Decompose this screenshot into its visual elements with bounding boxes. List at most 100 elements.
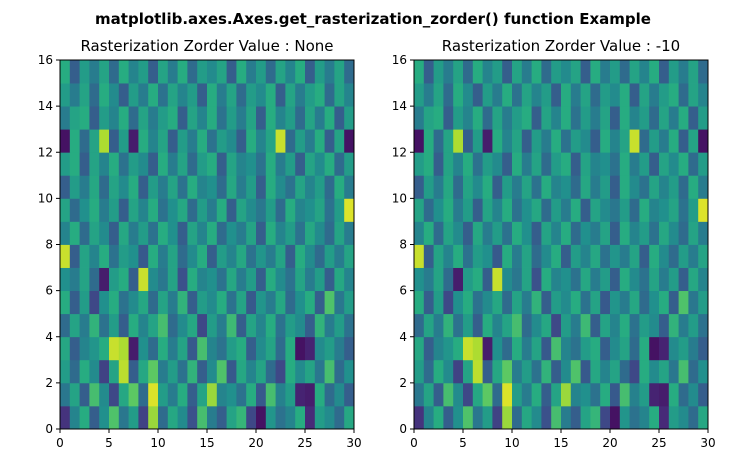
heatmap-cell [197,313,208,338]
heatmap-cell [138,267,149,292]
heatmap-cell [580,244,591,268]
heatmap-cell [659,60,670,84]
heatmap-cell [551,198,562,222]
heatmap-cell [649,267,660,292]
heatmap-cell [265,221,276,245]
heatmap-cell [492,244,503,268]
heatmap-cell [590,198,601,222]
heatmap-cell [443,244,454,268]
heatmap-cell [521,175,532,199]
heatmap-cell [482,313,493,338]
heatmap-cell [619,83,630,107]
heatmap-cells [414,60,709,430]
heatmap-cell [698,267,709,292]
heatmap-cell [433,336,444,361]
heatmap-cell [629,129,640,153]
heatmap-cell [541,83,552,107]
heatmap-cell [69,129,80,153]
heatmap-cell [482,129,493,153]
heatmap-cell [453,129,464,153]
heatmap-cell [443,83,454,107]
heatmap-cell [187,359,198,384]
heatmap-cell [502,359,513,384]
heatmap-cell [69,106,80,130]
heatmap-cell [177,83,188,107]
heatmap-cell [265,60,276,84]
heatmap-cell [659,198,670,222]
y-tick-label: 10 [38,191,53,205]
x-tick-label: 0 [56,436,64,450]
heatmap-cell [629,336,640,361]
heatmap-cell [688,83,699,107]
heatmap-cell [60,244,71,268]
heatmap-cell [433,244,444,268]
heatmap-cell [561,221,572,245]
heatmap-cell [236,129,247,153]
heatmap-cell [79,60,90,84]
heatmap-cell [414,267,425,292]
heatmap-cell [610,267,621,292]
heatmap-cell [89,129,100,153]
heatmap-cell [89,83,100,107]
heatmap-cell [482,175,493,199]
heatmap-cell [414,129,425,153]
heatmap-cell [207,83,218,107]
heatmap-cell [463,382,474,407]
heatmap-cell [89,198,100,222]
heatmap-cell [688,336,699,361]
heatmap-cell [207,336,218,361]
heatmap-cell [236,244,247,268]
heatmap-cell [580,175,591,199]
heatmap-cell [482,359,493,384]
heatmap-cell [265,336,276,361]
heatmap-cell [678,152,689,176]
heatmap-cell [688,221,699,245]
heatmap-cell [60,198,71,222]
heatmap-cell [639,83,650,107]
x-tick-label: 5 [459,436,467,450]
heatmap-cell [118,152,129,176]
heatmap-cell [69,382,80,407]
heatmap-cell [314,336,325,361]
heatmap-cell [275,336,286,361]
heatmap-cell [512,60,523,84]
heatmap-cell [295,175,306,199]
heatmap-cell [443,382,454,407]
heatmap-cell [678,359,689,384]
heatmap-cell [295,198,306,222]
heatmap-cell [138,83,149,107]
heatmap-cell [197,267,208,292]
heatmap-cell [414,83,425,107]
heatmap-cell [148,221,159,245]
heatmap-cell [590,267,601,292]
heatmap-cell [167,290,178,315]
heatmap-cell [531,382,542,407]
heatmap-cell [629,106,640,130]
heatmap-cell [639,290,650,315]
heatmap-cell [551,267,562,292]
heatmap-cell [463,313,474,338]
heatmap-cell [423,267,434,292]
heatmap-cell [639,313,650,338]
heatmap-cell [324,359,335,384]
heatmap-cell [275,359,286,384]
heatmap-cell [99,83,110,107]
heatmap-cell [158,267,169,292]
heatmap-cell [60,60,71,84]
heatmap-cell [443,198,454,222]
heatmap-cell [472,60,483,84]
heatmap-cell [295,267,306,292]
heatmap-cell [285,152,296,176]
heatmap-cell [423,336,434,361]
heatmap-cell [216,313,227,338]
heatmap-cell [236,359,247,384]
x-tick-label: 0 [410,436,418,450]
heatmap-cell [344,267,355,292]
heatmap-cell [521,359,532,384]
heatmap-cell [443,405,454,430]
heatmap-cell [148,290,159,315]
heatmap-cell [629,198,640,222]
heatmap-cell [659,83,670,107]
heatmap-cell [314,83,325,107]
